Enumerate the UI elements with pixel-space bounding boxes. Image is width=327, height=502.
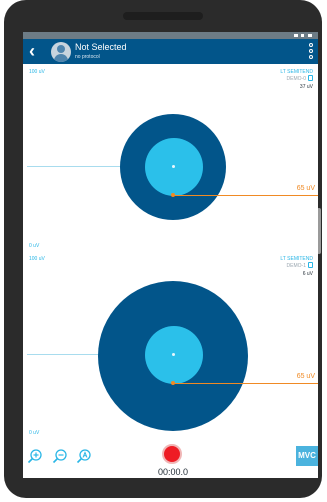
scale-min-label: 0 uV — [29, 243, 40, 249]
emg-channel-panel: 100 uV LT SEMITEND DEMO-0 37 uV 65 uV 0 … — [23, 67, 318, 257]
emg-channel-panel: 100 uV LT SEMITEND DEMO-1 6 uV 65 uV 0 u… — [23, 254, 318, 444]
live-value: 6 uV — [302, 271, 313, 277]
sensor-icon — [308, 75, 313, 81]
camera-notch — [123, 12, 203, 20]
patient-name[interactable]: Not Selected — [75, 42, 127, 52]
more-dot — [309, 43, 313, 47]
center-line — [27, 166, 173, 167]
zoom-out-icon[interactable] — [52, 448, 68, 464]
app-screen: ‹ Not Selected no protocol 100 uV LT SEM… — [23, 32, 318, 478]
threshold-label: 65 uV — [296, 373, 315, 380]
scale-max-label: 100 uV — [29, 256, 45, 262]
more-vertical-icon[interactable] — [308, 43, 314, 59]
threshold-label: 65 uV — [296, 185, 315, 192]
person-avatar-icon[interactable] — [51, 42, 71, 62]
scale-max-label: 100 uV — [29, 69, 45, 75]
recording-timer: 00:00.0 — [157, 467, 189, 477]
more-dot — [309, 55, 313, 59]
center-dot — [172, 353, 175, 356]
scale-min-label: 0 uV — [29, 430, 40, 436]
threshold-line — [173, 195, 318, 196]
app-header: ‹ Not Selected no protocol — [23, 39, 318, 64]
status-indicator-icons — [294, 34, 312, 40]
tablet-side-button — [317, 208, 321, 254]
live-value: 37 uV — [299, 84, 313, 90]
zoom-reset-icon[interactable] — [76, 448, 92, 464]
recording-controls: 00:00.0 MVC — [23, 442, 318, 478]
center-dot — [172, 165, 175, 168]
protocol-label: no protocol — [75, 54, 100, 60]
zoom-in-icon[interactable] — [27, 448, 43, 464]
sensor-name: DEMO-0 — [286, 76, 306, 82]
avatar-head — [57, 45, 65, 53]
mvc-button[interactable]: MVC — [296, 446, 318, 466]
threshold-line — [173, 383, 318, 384]
sensor-name: DEMO-1 — [286, 263, 306, 269]
muscle-label[interactable]: LT SEMITEND — [280, 256, 313, 262]
sensor-icon — [308, 262, 313, 268]
avatar-body — [54, 54, 68, 62]
muscle-label[interactable]: LT SEMITEND — [280, 69, 313, 75]
threshold-marker[interactable] — [171, 193, 175, 197]
threshold-marker[interactable] — [171, 381, 175, 385]
record-icon[interactable] — [162, 444, 182, 464]
status-bar — [23, 32, 318, 39]
more-dot — [309, 49, 313, 53]
chevron-left-icon[interactable]: ‹ — [29, 41, 35, 61]
